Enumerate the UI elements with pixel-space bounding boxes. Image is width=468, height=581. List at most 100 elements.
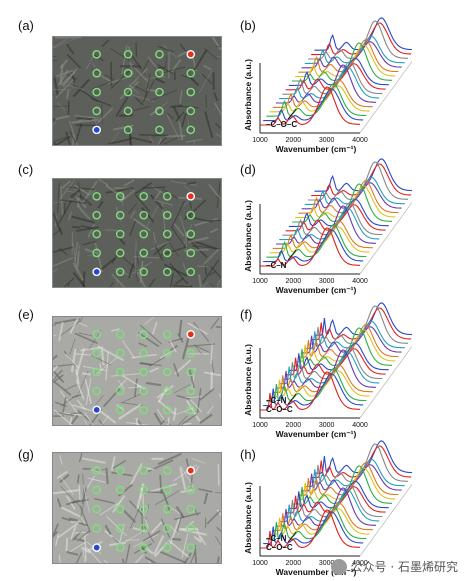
sample-point-marker <box>139 267 149 277</box>
spectrum-trace <box>260 86 360 126</box>
panel-label-f: (f) <box>240 307 253 322</box>
spectrum-trace <box>308 443 408 483</box>
sample-point-marker <box>186 248 196 258</box>
sample-point-marker <box>92 49 101 59</box>
start-point-marker <box>186 466 196 475</box>
sample-point-marker <box>162 485 172 495</box>
sample-point-marker <box>155 125 164 135</box>
micrograph-g <box>52 452 222 564</box>
peak-annotation: C–O–C <box>266 543 293 552</box>
sample-point-marker <box>186 229 196 239</box>
sample-point-marker <box>139 524 149 533</box>
spectrum-trace <box>276 64 376 104</box>
spectrum-trace <box>308 20 408 60</box>
x-tick-label: 3000 <box>319 422 335 429</box>
sample-point-marker <box>139 229 149 239</box>
peak-annotation: –C–N <box>266 261 287 270</box>
depth-axis-line <box>359 483 412 557</box>
sample-point-marker <box>155 106 164 116</box>
depth-axis-line <box>359 345 412 419</box>
spectrum-trace <box>308 305 408 345</box>
y-axis-title: Absorbance (a.u.) <box>243 344 253 416</box>
sample-point-marker <box>155 49 164 59</box>
sample-point-marker <box>123 49 133 59</box>
x-tick-label: 1000 <box>252 137 268 144</box>
x-tick-label: 1000 <box>252 422 268 429</box>
sample-point-marker <box>162 386 172 396</box>
sample-point-marker <box>139 466 149 475</box>
spectrum-trace <box>292 465 392 505</box>
panel-label-g: (g) <box>18 447 34 462</box>
sample-point-marker <box>92 367 101 377</box>
watermark: 公众号 · 石墨烯研究 <box>330 558 458 575</box>
micrograph-texture <box>53 179 221 287</box>
peak-annotation: –C–N <box>266 534 287 543</box>
sample-point-marker <box>139 504 149 514</box>
sample-point-marker <box>123 68 133 78</box>
spectrum-trace <box>266 83 367 117</box>
spectrum-trace <box>269 370 370 398</box>
spectrum-trace <box>260 227 360 267</box>
y-axis-title: Absorbance (a.u.) <box>243 59 253 131</box>
end-point-marker <box>92 405 101 415</box>
sample-point-marker <box>186 386 196 396</box>
sample-point-marker <box>115 504 125 514</box>
sample-point-marker <box>162 267 172 277</box>
panel-label-h: (h) <box>240 447 256 462</box>
end-point-marker <box>92 125 101 135</box>
spectrum-trace <box>266 506 367 540</box>
micrograph-e <box>52 316 222 426</box>
start-point-marker <box>186 191 196 201</box>
panel-label-d: (d) <box>240 162 256 177</box>
x-axis-title: Wavenumber (cm⁻¹) <box>276 285 357 295</box>
x-tick-label: 4000 <box>352 137 368 144</box>
x-axis-title: Wavenumber (cm⁻¹) <box>276 144 357 154</box>
sample-point-marker <box>186 543 196 552</box>
micrograph-c <box>52 178 222 288</box>
spectrum-h: 1000 2000 3000 4000 Wavenumber (cm⁻¹) Absorba… <box>232 436 412 578</box>
sample-point-marker <box>92 248 101 258</box>
x-tick-label: 1000 <box>252 560 268 567</box>
sample-point-marker <box>92 191 101 201</box>
spectrum-trace <box>276 349 376 389</box>
spectrum-f: 1000 2000 3000 4000 Wavenumber (cm⁻¹) Absorba… <box>232 298 412 440</box>
sample-point-marker <box>115 466 125 475</box>
spectrum-trace <box>276 205 376 245</box>
end-point-marker <box>92 267 101 277</box>
spectrum-trace <box>308 161 408 201</box>
micrograph-texture <box>53 317 221 425</box>
sample-point-marker <box>115 524 125 533</box>
sample-point-marker <box>92 386 101 396</box>
sample-point-marker <box>123 125 133 135</box>
sample-point-marker <box>162 504 172 514</box>
peak-annotation: –C–O–C <box>266 120 297 129</box>
spectrum-d: 1000 2000 3000 4000 Wavenumber (cm⁻¹) Absorba… <box>232 156 412 296</box>
sample-point-marker <box>186 267 196 277</box>
sample-point-marker <box>162 543 172 552</box>
sample-point-marker <box>92 229 101 239</box>
x-tick-label: 1000 <box>252 278 268 285</box>
spectrum-trace <box>269 508 370 536</box>
spectrum-b: 1000 2000 3000 4000 Wavenumber (cm⁻¹) Absorba… <box>232 10 412 155</box>
x-tick-label: 4000 <box>352 560 368 567</box>
panel-label-a: (a) <box>18 18 34 33</box>
x-axis-title: Wavenumber (cm⁻¹) <box>276 567 357 577</box>
sample-point-marker <box>92 87 101 97</box>
sample-point-marker <box>162 405 172 415</box>
sample-point-marker <box>139 405 149 415</box>
sample-point-marker <box>92 68 101 78</box>
sample-point-marker <box>186 68 196 78</box>
watermark-text: 公众号 · 石墨烯研究 <box>350 560 458 574</box>
sample-point-marker <box>115 386 125 396</box>
sample-point-marker <box>139 485 149 495</box>
sample-point-marker <box>92 106 101 116</box>
sample-point-marker <box>115 191 125 201</box>
annotation-arrow <box>287 393 297 405</box>
sample-point-marker <box>92 524 101 533</box>
depth-axis-line <box>359 201 412 275</box>
sample-point-marker <box>162 210 172 220</box>
sample-point-marker <box>123 87 133 97</box>
sample-point-marker <box>115 329 125 339</box>
x-tick-label: 3000 <box>319 278 335 285</box>
start-point-marker <box>186 49 196 59</box>
